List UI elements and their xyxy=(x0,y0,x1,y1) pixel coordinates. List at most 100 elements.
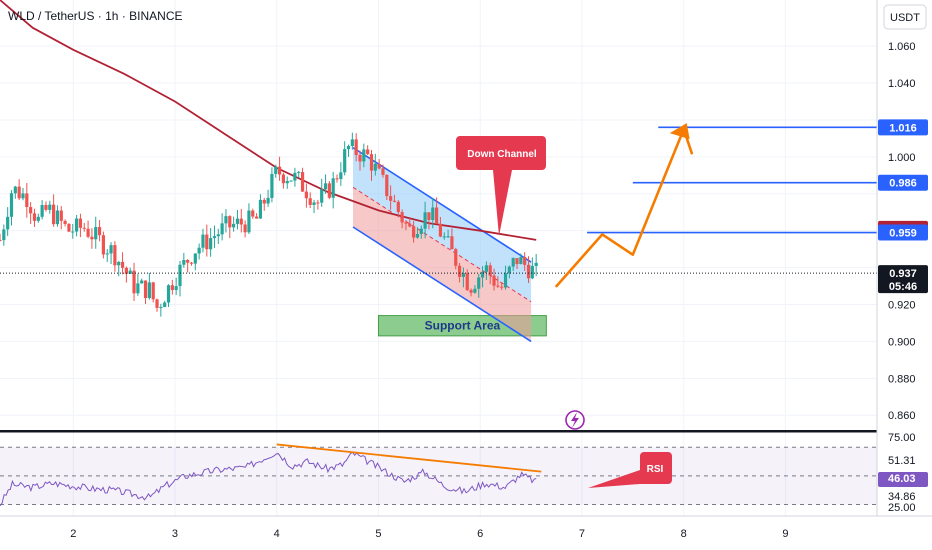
candle-body xyxy=(21,193,25,199)
candle-body xyxy=(113,245,117,266)
candle-body xyxy=(389,196,393,201)
candle-body xyxy=(354,139,358,156)
candle-body xyxy=(511,258,515,267)
candle-body xyxy=(94,227,98,240)
candle-body xyxy=(197,247,201,254)
candle-body xyxy=(52,204,56,225)
candle-body xyxy=(477,277,481,289)
projection-arrow-tail xyxy=(682,127,694,155)
candle-body xyxy=(228,216,232,228)
lightning-icon[interactable] xyxy=(565,410,585,430)
candle-body xyxy=(473,288,477,293)
candle-body xyxy=(480,271,485,278)
price-badge: 0.959 xyxy=(878,224,928,241)
candle-body xyxy=(396,201,400,213)
candle-body xyxy=(492,275,496,286)
down-channel-callout-shape xyxy=(456,136,546,236)
candle-body xyxy=(454,249,458,266)
price-badge-box xyxy=(878,265,928,294)
down-channel-callout: Down Channel xyxy=(456,136,546,236)
candle-body xyxy=(67,223,71,232)
candle-body xyxy=(174,286,178,291)
rsi-callout-label: RSI xyxy=(647,464,664,475)
price-badge: 1.016 xyxy=(878,119,928,136)
candle-body xyxy=(29,207,33,214)
candle-body xyxy=(235,218,240,224)
candle-body xyxy=(281,174,286,184)
candle-body xyxy=(285,180,289,184)
time-axis-tick-label: 6 xyxy=(477,528,483,540)
rsi-value-badge xyxy=(878,472,928,487)
candle-body xyxy=(373,163,377,171)
candle-body xyxy=(442,236,446,238)
candle-body xyxy=(132,270,136,294)
candle-body xyxy=(339,172,343,180)
candle-body xyxy=(362,149,366,162)
time-axis-tick-label: 5 xyxy=(375,528,381,540)
candle-body xyxy=(369,154,374,171)
target-lines xyxy=(587,126,877,234)
rsi-axis-label: 46.03 xyxy=(888,473,916,485)
candle-body xyxy=(312,202,316,205)
candle-body xyxy=(90,236,94,240)
rsi-callout-shape xyxy=(588,452,672,488)
rsi-callout: RSI xyxy=(588,452,672,488)
candle-body xyxy=(63,220,67,224)
moving-average-line xyxy=(0,0,537,241)
candle-body xyxy=(163,302,167,308)
candle-body xyxy=(17,186,21,199)
candle-body xyxy=(350,139,354,147)
candle-body xyxy=(450,236,454,250)
candle-body xyxy=(484,265,488,272)
candle-body xyxy=(32,213,37,221)
candle-body xyxy=(434,207,439,224)
candle-body xyxy=(189,262,194,264)
time-axis[interactable]: 2 3 4 5 6 7 8 9 xyxy=(70,528,788,540)
candle-body xyxy=(266,197,270,204)
price-badge-box xyxy=(878,174,928,191)
price-axis[interactable]: 0.860 0.880 0.900 0.920 1.000 1.040 1.060 xyxy=(888,41,916,422)
candle-body xyxy=(392,200,397,202)
candle-body xyxy=(327,183,331,198)
candle-body xyxy=(247,210,251,233)
candle-body xyxy=(86,228,90,237)
currency-button[interactable]: USDT xyxy=(883,4,927,30)
candle-body xyxy=(293,172,297,181)
candle-body xyxy=(186,259,190,263)
rsi-line xyxy=(0,451,537,507)
time-axis-tick-label: 8 xyxy=(681,528,687,540)
down-channel-lower-fill xyxy=(353,187,532,342)
candle-body xyxy=(216,234,220,237)
candle-body xyxy=(270,173,274,198)
candle-body xyxy=(385,174,389,197)
candle-body xyxy=(128,270,132,274)
time-axis-tick-label: 3 xyxy=(172,528,178,540)
candle-body xyxy=(446,236,450,238)
candle-body xyxy=(534,262,538,266)
price-badge-label: 0.986 xyxy=(889,178,917,190)
price-axis-tick-label: 0.900 xyxy=(888,336,916,348)
candle-body xyxy=(13,186,17,194)
panel-separator[interactable] xyxy=(0,430,877,433)
candle-body xyxy=(124,267,128,274)
candle-body xyxy=(381,168,385,175)
candle-body xyxy=(120,261,125,268)
candle-body xyxy=(465,273,469,291)
candle-body xyxy=(201,234,205,248)
candle-body xyxy=(469,290,473,293)
time-axis-background xyxy=(0,516,877,550)
candle-body xyxy=(170,285,174,291)
candle-body xyxy=(461,273,466,277)
time-axis-tick-label: 2 xyxy=(70,528,76,540)
candle-body xyxy=(48,204,52,210)
candle-body xyxy=(277,166,282,175)
rsi-axis-label: 34.86 xyxy=(888,491,916,503)
candle-body xyxy=(500,286,504,288)
candle-body xyxy=(251,210,255,217)
candle-body xyxy=(308,198,312,205)
rsi-panel: RSI xyxy=(0,443,877,507)
candle-body xyxy=(515,258,519,265)
candle-body xyxy=(220,223,224,235)
